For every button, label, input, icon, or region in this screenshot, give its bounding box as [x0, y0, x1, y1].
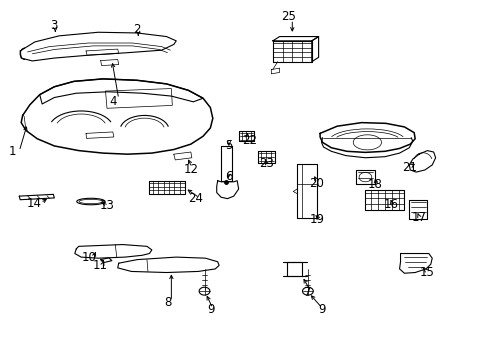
- Text: 17: 17: [411, 211, 426, 224]
- Text: 22: 22: [242, 134, 256, 147]
- Text: 4: 4: [109, 95, 116, 108]
- Text: 25: 25: [281, 10, 295, 23]
- Text: 10: 10: [82, 251, 97, 264]
- Text: 14: 14: [26, 197, 41, 210]
- Text: 9: 9: [317, 303, 325, 316]
- Text: 23: 23: [259, 157, 273, 170]
- Text: 24: 24: [188, 192, 203, 205]
- Text: 7: 7: [304, 287, 311, 300]
- Text: 9: 9: [207, 303, 215, 316]
- Text: 2: 2: [133, 23, 141, 36]
- Text: 19: 19: [309, 213, 325, 226]
- Text: 11: 11: [93, 259, 108, 272]
- Text: 13: 13: [100, 199, 114, 212]
- Text: 20: 20: [308, 177, 324, 190]
- Text: 21: 21: [401, 161, 416, 174]
- Text: 16: 16: [383, 198, 397, 211]
- Text: 3: 3: [51, 19, 58, 32]
- Text: 8: 8: [163, 296, 171, 309]
- Text: 12: 12: [183, 163, 198, 176]
- Text: 6: 6: [224, 170, 232, 183]
- Text: 1: 1: [9, 145, 17, 158]
- Text: 15: 15: [419, 266, 434, 279]
- Text: 5: 5: [225, 139, 232, 152]
- Text: 18: 18: [367, 178, 382, 191]
